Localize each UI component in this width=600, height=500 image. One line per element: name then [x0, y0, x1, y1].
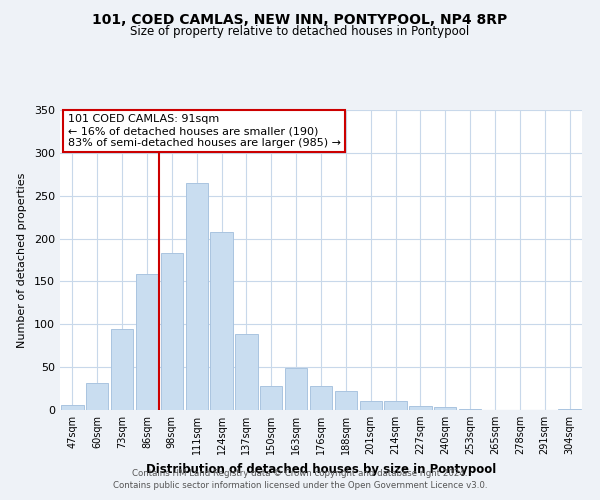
Bar [385, 400, 407, 410]
Bar [359, 402, 382, 410]
Text: 101, COED CAMLAS, NEW INN, PONTYPOOL, NP4 8RP: 101, COED CAMLAS, NEW INN, PONTYPOOL, NP… [92, 12, 508, 26]
Bar [136, 274, 158, 410]
Bar [61, 405, 83, 410]
Y-axis label: Number of detached properties: Number of detached properties [17, 172, 27, 348]
Bar [285, 368, 307, 410]
Bar [409, 406, 431, 410]
Bar [185, 183, 208, 410]
Bar [235, 334, 257, 410]
Bar [86, 382, 109, 410]
Bar [260, 386, 283, 410]
Bar [459, 409, 481, 410]
Text: 101 COED CAMLAS: 91sqm
← 16% of detached houses are smaller (190)
83% of semi-de: 101 COED CAMLAS: 91sqm ← 16% of detached… [68, 114, 341, 148]
Bar [335, 391, 357, 410]
Bar [434, 408, 457, 410]
Text: Size of property relative to detached houses in Pontypool: Size of property relative to detached ho… [130, 25, 470, 38]
X-axis label: Distribution of detached houses by size in Pontypool: Distribution of detached houses by size … [146, 462, 496, 475]
Bar [161, 253, 183, 410]
Text: Contains HM Land Registry data © Crown copyright and database right 2024.: Contains HM Land Registry data © Crown c… [132, 468, 468, 477]
Bar [310, 386, 332, 410]
Bar [559, 409, 581, 410]
Text: Contains public sector information licensed under the Open Government Licence v3: Contains public sector information licen… [113, 481, 487, 490]
Bar [111, 328, 133, 410]
Bar [211, 232, 233, 410]
